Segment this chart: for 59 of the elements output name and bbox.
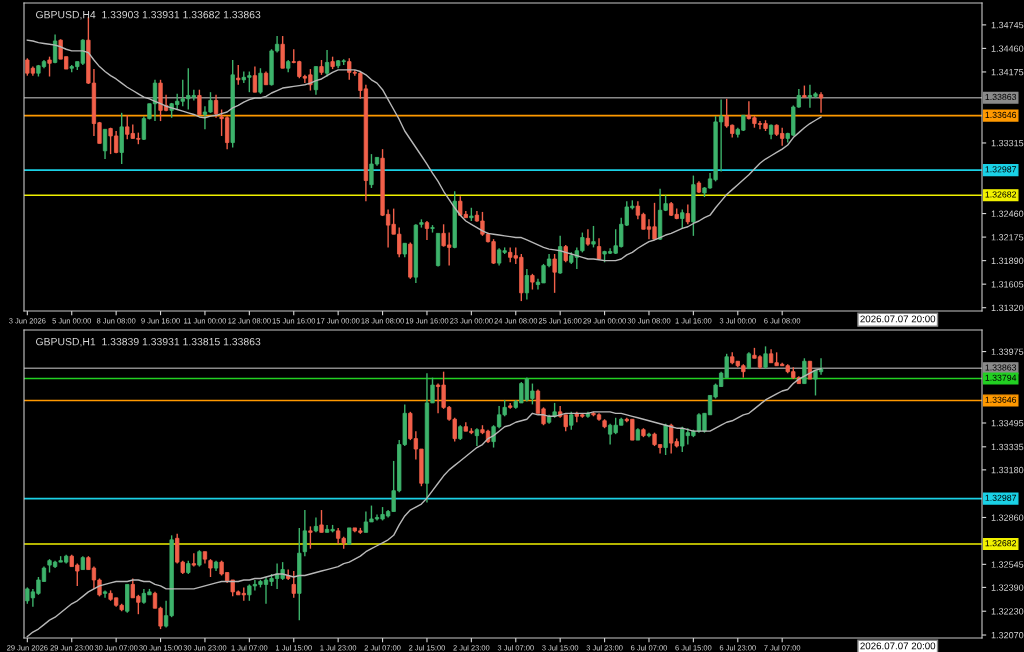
y-tick-label: 1.34460 [991,45,1024,52]
candlestick [685,203,690,225]
candlestick [280,35,285,69]
y-tick-label: 1.34745 [991,21,1024,29]
candlestick [213,93,219,119]
candlestick [236,64,241,86]
ref-line-label: 1.33863 [985,364,1017,371]
y-tick-label: 1.32070 [991,631,1024,639]
candlestick [524,268,530,301]
candlestick [591,225,596,249]
y-tick-label: 1.33975 [991,348,1024,355]
ref-line-label: 1.32682 [985,191,1017,198]
y-tick-label: 1.31605 [991,281,1024,288]
y-tick-label: 1.33495 [991,419,1024,427]
text: GBPUSD,H4 1.33903 1.33931 1.33682 1.33863 [36,10,261,20]
candlestick [102,589,108,599]
y-tick-label: 1.33335 [991,443,1024,451]
candlestick [763,345,768,370]
candlestick [424,220,430,241]
candlestick [552,253,557,294]
y-tick-label: 1.33315 [991,139,1024,147]
candlestick [663,423,668,456]
y-tick-label: 1.32860 [991,514,1024,521]
candlestick [102,128,108,160]
y-tick-label: 1.32545 [991,561,1024,568]
candlestick [302,509,307,557]
y-tick-label: 1.31320 [991,304,1024,312]
candlestick [324,49,330,78]
y-tick-label: 1.32175 [991,234,1024,241]
line-series [26,367,822,638]
ref-line-label: 1.33863 [985,93,1017,101]
candlestick [308,525,313,550]
y-tick-label: 1.34175 [991,68,1024,76]
text: 2026.07.07 20:00 [860,315,936,323]
line-series [26,39,822,262]
ref-line-label: 1.32682 [985,540,1017,547]
candlestick [596,237,602,260]
candlestick [258,67,263,95]
y-tick-label: 1.32390 [991,584,1024,591]
ref-line-label: 1.33794 [985,374,1017,381]
text: 2026.07.07 20:00 [860,642,936,650]
text: GBPUSD,H1 1.33839 1.33931 1.33815 1.33863 [36,337,261,347]
y-tick-label: 1.32460 [991,210,1024,217]
y-tick-label: 1.32230 [991,608,1024,615]
y-tick-label: 1.33180 [991,466,1024,474]
candlestick [319,509,324,534]
candlestick [802,357,807,385]
candlestick [47,55,52,78]
candlestick [252,65,258,93]
ref-line-label: 1.32987 [985,166,1017,173]
candlestick [680,208,685,230]
ref-line-label: 1.33646 [985,396,1017,403]
candlestick [291,570,296,599]
candlestick [818,91,824,114]
ref-line-label: 1.32987 [985,494,1017,501]
candlestick [197,89,202,116]
candlestick [191,552,196,568]
y-tick-label: 1.31890 [991,257,1024,264]
ref-line-label: 1.33646 [985,111,1017,118]
